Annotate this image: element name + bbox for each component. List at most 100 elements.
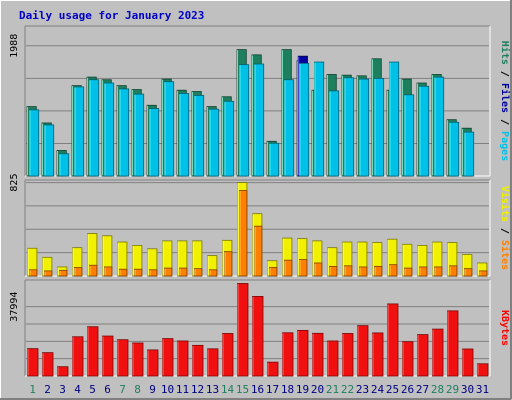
bar-pages-day-15	[238, 64, 250, 177]
bar-kbytes-day-11	[177, 340, 189, 377]
bar-kbytes-day-1	[27, 348, 39, 377]
bar-sites-day-13-fill	[208, 269, 218, 277]
bar-kbytes-day-20-fill	[312, 332, 324, 377]
bar-sites-day-7-fill	[119, 268, 128, 277]
x-tick-label: 17	[266, 383, 279, 396]
bar-sites-day-12-fill	[193, 268, 203, 277]
x-tick-label: 23	[356, 383, 369, 396]
bar-sites-day-10-fill	[163, 267, 173, 277]
bar-kbytes-day-15-fill	[237, 283, 249, 377]
bar-pages-day-9-fill	[148, 108, 160, 177]
bar-kbytes-day-6	[102, 335, 114, 377]
bar-pages-day-14	[223, 100, 235, 177]
x-tick-label: 7	[119, 383, 126, 396]
bar-pages-day-2-fill	[44, 124, 55, 177]
right-axis-label-part: /	[499, 65, 510, 83]
bar-pages-day-24-fill	[373, 78, 385, 177]
bar-kbytes-day-20	[312, 332, 324, 377]
bar-kbytes-day-7-fill	[117, 339, 129, 377]
bar-kbytes-day-2-fill	[42, 352, 54, 377]
bar-sites-day-30-fill	[463, 268, 473, 277]
bar-sites-day-22-fill	[343, 265, 353, 277]
bar-kbytes-day-4	[72, 336, 84, 377]
bar-kbytes-day-13	[207, 348, 219, 377]
bar-pages-day-19	[298, 62, 310, 177]
bar-kbytes-day-10-fill	[162, 338, 174, 377]
bar-kbytes-day-21	[327, 340, 339, 377]
bar-pages-day-26-fill	[403, 94, 415, 177]
bar-pages-day-20-fill	[313, 61, 325, 177]
bar-sites-day-23-fill	[358, 266, 368, 277]
bar-kbytes-day-29-fill	[447, 310, 459, 377]
bar-sites-day-18	[283, 259, 293, 277]
x-tick-label: 20	[311, 383, 324, 396]
bar-sites-day-25-fill	[388, 264, 398, 277]
right-axis-label-part: Visits	[499, 186, 511, 222]
bar-sites-day-20-fill	[313, 262, 323, 277]
bar-sites-day-29	[448, 265, 458, 277]
bar-sites-day-21-fill	[328, 265, 338, 277]
bar-kbytes-day-18-fill	[282, 332, 294, 377]
x-tick-label: 10	[161, 383, 174, 396]
bar-pages-day-11	[178, 93, 190, 177]
bar-pages-day-1	[28, 109, 40, 177]
x-tick-label: 29	[446, 383, 459, 396]
chart-panels: 1988 Hits / Files / Pages 825 Visits / Site…	[9, 25, 511, 377]
bar-kbytes-day-24-fill	[372, 332, 384, 377]
right-axis-label: KBytes	[499, 310, 510, 346]
bar-pages-day-18	[283, 79, 295, 177]
x-tick-label: 13	[206, 383, 219, 396]
bar-sites-day-11	[178, 267, 188, 277]
x-tick-label: 24	[371, 383, 385, 396]
bar-kbytes-day-31	[477, 363, 489, 377]
bar-kbytes-day-5	[87, 326, 99, 377]
bar-sites-day-2-fill	[44, 270, 53, 277]
bar-sites-day-3-fill	[59, 269, 68, 277]
bar-pages-day-8	[133, 93, 145, 177]
bar-pages-day-16	[253, 63, 265, 177]
bar-kbytes-day-26-fill	[402, 341, 414, 377]
bar-pages-day-9	[148, 108, 160, 177]
bar-pages-day-30	[463, 131, 475, 177]
right-axis-label: Hits / Files / Pages	[499, 41, 511, 161]
bar-kbytes-day-3-fill	[57, 366, 69, 377]
bar-sites-day-15-fill	[238, 190, 248, 277]
x-tick-label: 2	[44, 383, 51, 396]
x-tick-label: 11	[176, 383, 189, 396]
y-tick-label: 1988	[9, 34, 20, 58]
bar-pages-day-25	[388, 61, 400, 177]
x-tick-label: 8	[134, 383, 141, 396]
bar-pages-day-13	[208, 108, 220, 177]
bar-kbytes-day-14	[222, 333, 234, 377]
bar-sites-day-24-fill	[373, 265, 383, 277]
chart-panel-2: 825 Visits / Sites	[9, 174, 511, 277]
bar-pages-day-21	[328, 90, 340, 177]
bar-kbytes-day-9	[147, 349, 159, 377]
bar-kbytes-day-5-fill	[87, 326, 99, 377]
chart-title: Daily usage for January 2023	[19, 9, 204, 22]
x-tick-label: 16	[251, 383, 264, 396]
x-tick-label: 27	[416, 383, 429, 396]
bar-sites-day-1	[28, 269, 38, 277]
x-tick-label: 21	[326, 383, 339, 396]
bar-kbytes-day-8	[132, 342, 144, 377]
x-axis-day-labels: 1 2 3 4 5 6 7 8 9 10 11 12 13 14 15 16 17 18 19 20 21 22 23 24 2…	[29, 383, 489, 396]
chart-panel-1: 1988 Hits / Files / Pages	[9, 25, 511, 177]
bar-sites-day-17-fill	[268, 267, 278, 277]
bar-kbytes-day-30-fill	[462, 348, 474, 377]
right-axis-label-part: Files	[499, 83, 511, 113]
x-tick-label: 6	[104, 383, 111, 396]
bar-kbytes-day-24	[372, 332, 384, 377]
bar-kbytes-day-17-fill	[267, 361, 279, 377]
bar-pages-day-6	[104, 82, 115, 177]
bar-pages-day-5-fill	[89, 79, 100, 177]
x-tick-label: 9	[149, 383, 156, 396]
bar-pages-day-17	[268, 142, 280, 177]
bar-kbytes-day-16-fill	[252, 296, 264, 377]
bar-pages-day-30-fill	[463, 131, 475, 177]
bar-kbytes-day-25	[387, 303, 399, 377]
bar-kbytes-day-27-fill	[417, 334, 429, 377]
bar-sites-day-19	[298, 259, 308, 277]
bar-kbytes-day-3	[57, 366, 69, 377]
bar-kbytes-day-6-fill	[102, 335, 114, 377]
